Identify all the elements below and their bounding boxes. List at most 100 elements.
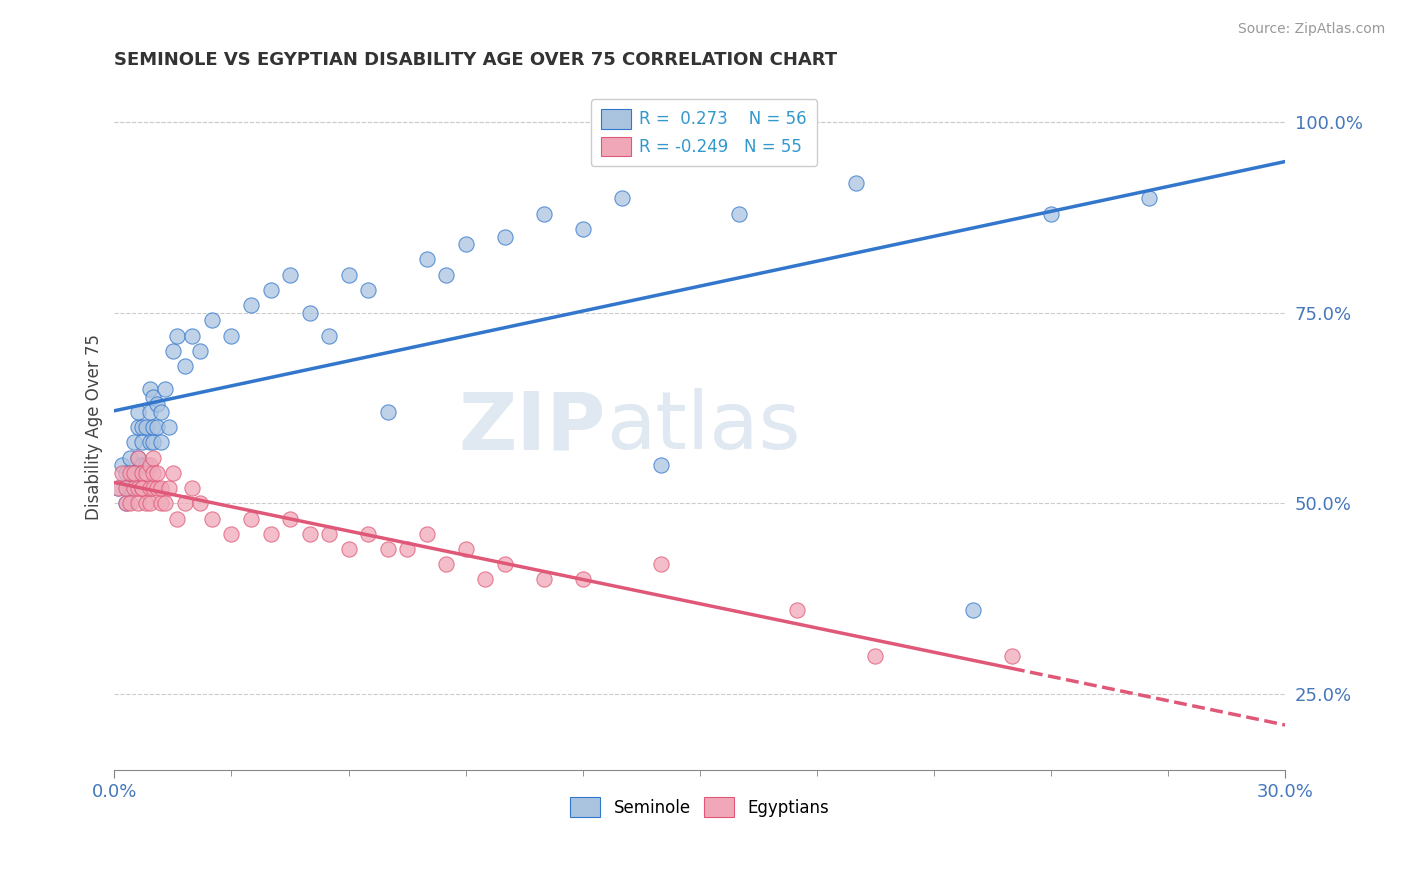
Point	[115, 481, 138, 495]
Point	[107, 481, 129, 495]
Point	[727, 207, 749, 221]
Point	[157, 420, 180, 434]
Point	[298, 526, 321, 541]
Point	[434, 558, 457, 572]
Point	[162, 343, 184, 358]
Point	[142, 420, 165, 434]
Point	[962, 603, 984, 617]
Point	[337, 268, 360, 282]
Point	[357, 526, 380, 541]
Point	[181, 328, 204, 343]
Point	[494, 229, 516, 244]
Point	[157, 481, 180, 495]
Point	[259, 526, 281, 541]
Point	[146, 397, 169, 411]
Point	[415, 526, 437, 541]
Y-axis label: Disability Age Over 75: Disability Age Over 75	[86, 334, 103, 520]
Point	[377, 541, 399, 556]
Point	[127, 450, 149, 465]
Text: Source: ZipAtlas.com: Source: ZipAtlas.com	[1237, 22, 1385, 37]
Point	[127, 496, 149, 510]
Point	[318, 328, 340, 343]
Point	[474, 573, 496, 587]
Point	[142, 481, 165, 495]
Point	[454, 541, 477, 556]
Point	[111, 458, 134, 472]
Point	[278, 511, 301, 525]
Point	[650, 558, 672, 572]
Point	[150, 481, 173, 495]
Point	[142, 390, 165, 404]
Point	[135, 458, 157, 472]
Point	[153, 496, 176, 510]
Point	[181, 481, 204, 495]
Point	[122, 435, 145, 450]
Point	[107, 481, 129, 495]
Point	[115, 496, 138, 510]
Point	[1001, 648, 1024, 663]
Point	[118, 496, 141, 510]
Point	[111, 466, 134, 480]
Point	[162, 466, 184, 480]
Point	[201, 511, 224, 525]
Point	[318, 526, 340, 541]
Point	[434, 268, 457, 282]
Point	[135, 466, 157, 480]
Point	[118, 450, 141, 465]
Point	[118, 466, 141, 480]
Point	[127, 405, 149, 419]
Point	[166, 328, 188, 343]
Point	[1137, 191, 1160, 205]
Point	[221, 526, 243, 541]
Point	[173, 496, 195, 510]
Point	[138, 481, 160, 495]
Point	[138, 496, 160, 510]
Point	[153, 382, 176, 396]
Point	[494, 558, 516, 572]
Point	[240, 298, 263, 312]
Point	[138, 458, 160, 472]
Point	[142, 466, 165, 480]
Point	[131, 481, 153, 495]
Point	[166, 511, 188, 525]
Point	[786, 603, 808, 617]
Point	[127, 450, 149, 465]
Point	[533, 207, 555, 221]
Point	[188, 496, 211, 510]
Point	[135, 420, 157, 434]
Point	[454, 237, 477, 252]
Point	[865, 648, 887, 663]
Point	[115, 496, 138, 510]
Point	[1040, 207, 1063, 221]
Point	[173, 359, 195, 373]
Point	[298, 306, 321, 320]
Point	[396, 541, 419, 556]
Point	[610, 191, 633, 205]
Point	[122, 481, 145, 495]
Point	[131, 466, 153, 480]
Point	[131, 420, 153, 434]
Point	[146, 481, 169, 495]
Point	[127, 481, 149, 495]
Point	[122, 466, 145, 480]
Point	[259, 283, 281, 297]
Text: ZIP: ZIP	[458, 388, 606, 466]
Text: SEMINOLE VS EGYPTIAN DISABILITY AGE OVER 75 CORRELATION CHART: SEMINOLE VS EGYPTIAN DISABILITY AGE OVER…	[114, 51, 838, 69]
Point	[337, 541, 360, 556]
Point	[571, 222, 593, 236]
Point	[131, 458, 153, 472]
Point	[142, 450, 165, 465]
Point	[377, 405, 399, 419]
Legend: Seminole, Egyptians: Seminole, Egyptians	[564, 791, 837, 823]
Point	[571, 573, 593, 587]
Point	[150, 405, 173, 419]
Point	[142, 435, 165, 450]
Point	[118, 481, 141, 495]
Point	[278, 268, 301, 282]
Point	[135, 496, 157, 510]
Point	[150, 496, 173, 510]
Point	[415, 252, 437, 267]
Point	[150, 435, 173, 450]
Point	[131, 481, 153, 495]
Point	[131, 435, 153, 450]
